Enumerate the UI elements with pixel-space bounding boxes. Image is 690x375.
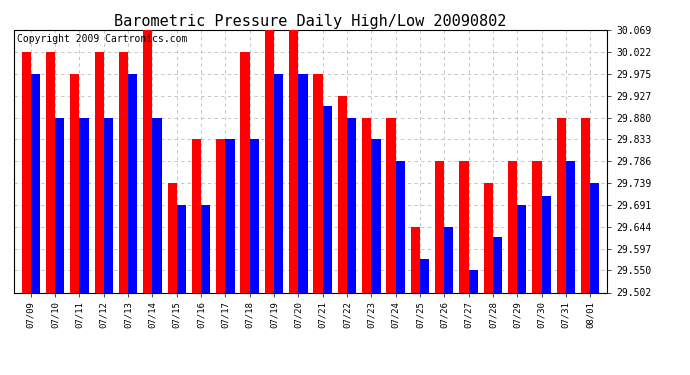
Bar — [55, 117, 64, 375]
Bar — [347, 117, 356, 375]
Bar — [104, 117, 113, 375]
Bar — [289, 30, 298, 375]
Bar — [168, 183, 177, 375]
Bar — [152, 117, 161, 375]
Bar — [493, 237, 502, 375]
Bar — [411, 227, 420, 375]
Bar — [420, 259, 429, 375]
Bar — [386, 117, 395, 375]
Bar — [337, 96, 347, 375]
Bar — [590, 183, 600, 375]
Text: Copyright 2009 Cartronics.com: Copyright 2009 Cartronics.com — [17, 34, 187, 44]
Bar — [484, 183, 493, 375]
Bar — [518, 205, 526, 375]
Bar — [581, 117, 590, 375]
Bar — [79, 117, 89, 375]
Bar — [532, 161, 542, 375]
Bar — [323, 106, 332, 375]
Bar — [119, 52, 128, 375]
Bar — [192, 139, 201, 375]
Bar — [508, 161, 518, 375]
Bar — [298, 74, 308, 375]
Bar — [70, 74, 79, 375]
Bar — [444, 227, 453, 375]
Bar — [46, 52, 55, 375]
Bar — [395, 161, 405, 375]
Bar — [144, 30, 152, 375]
Title: Barometric Pressure Daily High/Low 20090802: Barometric Pressure Daily High/Low 20090… — [115, 14, 506, 29]
Bar — [313, 74, 323, 375]
Bar — [557, 117, 566, 375]
Bar — [177, 205, 186, 375]
Bar — [435, 161, 444, 375]
Bar — [566, 161, 575, 375]
Bar — [240, 52, 250, 375]
Bar — [250, 139, 259, 375]
Bar — [128, 74, 137, 375]
Bar — [469, 270, 477, 375]
Bar — [460, 161, 469, 375]
Bar — [362, 117, 371, 375]
Bar — [95, 52, 103, 375]
Bar — [226, 139, 235, 375]
Bar — [274, 74, 284, 375]
Bar — [542, 196, 551, 375]
Bar — [201, 205, 210, 375]
Bar — [216, 139, 226, 375]
Bar — [31, 74, 40, 375]
Bar — [21, 52, 31, 375]
Bar — [371, 139, 381, 375]
Bar — [265, 30, 274, 375]
